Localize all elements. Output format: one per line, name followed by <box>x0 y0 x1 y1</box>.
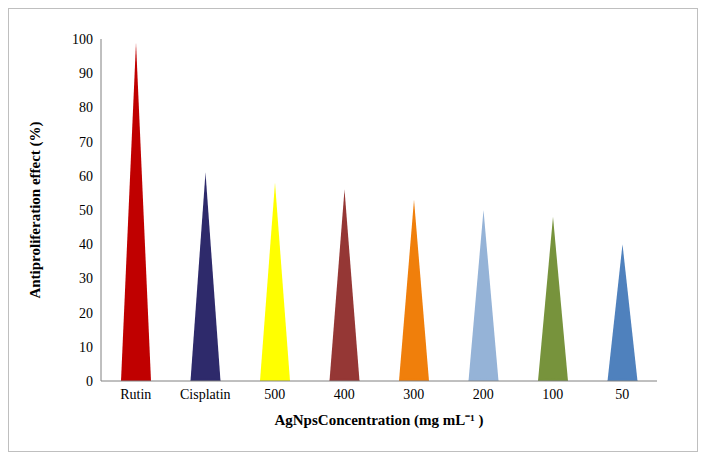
svg-text:AgNpsConcentration (mg mL⁻¹ ): AgNpsConcentration (mg mL⁻¹ ) <box>274 412 483 429</box>
svg-text:60: 60 <box>79 169 93 184</box>
svg-text:20: 20 <box>79 306 93 321</box>
svg-text:10: 10 <box>79 340 93 355</box>
svg-text:40: 40 <box>79 237 93 252</box>
svg-text:90: 90 <box>79 66 93 81</box>
svg-text:Cisplatin: Cisplatin <box>180 387 231 402</box>
svg-text:30: 30 <box>79 271 93 286</box>
svg-text:Rutin: Rutin <box>120 387 151 402</box>
svg-text:100: 100 <box>72 32 93 47</box>
svg-text:200: 200 <box>473 387 494 402</box>
svg-text:0: 0 <box>86 374 93 389</box>
svg-text:Antiproliferation effect (%): Antiproliferation effect (%) <box>27 121 44 298</box>
svg-text:400: 400 <box>334 387 355 402</box>
svg-text:50: 50 <box>79 203 93 218</box>
svg-text:80: 80 <box>79 100 93 115</box>
svg-text:300: 300 <box>403 387 424 402</box>
svg-text:100: 100 <box>542 387 563 402</box>
svg-text:50: 50 <box>615 387 629 402</box>
svg-text:500: 500 <box>264 387 285 402</box>
svg-text:70: 70 <box>79 135 93 150</box>
